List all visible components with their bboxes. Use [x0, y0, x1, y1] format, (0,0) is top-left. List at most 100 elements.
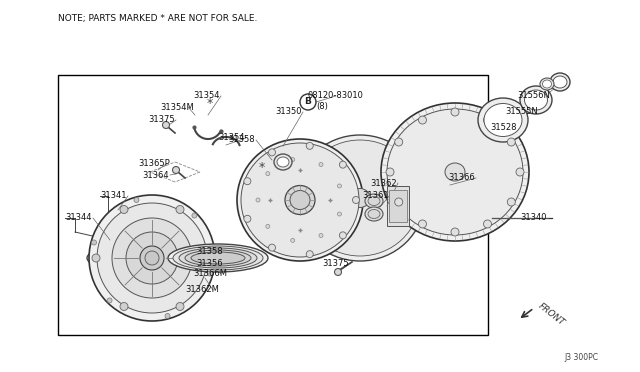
Circle shape [266, 171, 270, 176]
Circle shape [173, 167, 179, 173]
Text: 31366: 31366 [448, 173, 475, 183]
Text: 31556N: 31556N [517, 92, 550, 100]
Text: J3 300PC: J3 300PC [564, 353, 598, 362]
Circle shape [339, 161, 346, 168]
Ellipse shape [484, 103, 522, 137]
Text: 08120-83010: 08120-83010 [308, 92, 364, 100]
Text: 31365P: 31365P [138, 160, 170, 169]
Circle shape [516, 168, 524, 176]
Circle shape [395, 138, 403, 146]
Ellipse shape [365, 194, 383, 208]
Circle shape [291, 238, 294, 243]
Circle shape [306, 251, 313, 258]
Circle shape [508, 138, 515, 146]
Circle shape [419, 116, 426, 124]
Text: 31366M: 31366M [193, 269, 227, 279]
Circle shape [337, 184, 342, 188]
Text: 31340: 31340 [520, 214, 547, 222]
Circle shape [92, 240, 97, 245]
Circle shape [451, 228, 459, 236]
Ellipse shape [365, 207, 383, 221]
Circle shape [291, 158, 294, 161]
Ellipse shape [168, 244, 268, 272]
Ellipse shape [381, 103, 529, 241]
Ellipse shape [179, 248, 257, 268]
Circle shape [419, 220, 426, 228]
Text: 31362: 31362 [370, 179, 397, 187]
Circle shape [508, 198, 515, 206]
Text: 31356: 31356 [196, 259, 223, 267]
Circle shape [92, 254, 100, 262]
Ellipse shape [368, 209, 380, 218]
Text: (8): (8) [316, 103, 328, 112]
Circle shape [300, 94, 316, 110]
Circle shape [306, 142, 313, 149]
FancyBboxPatch shape [387, 186, 409, 226]
Ellipse shape [550, 73, 570, 91]
Bar [58, 75, 488, 335]
Ellipse shape [237, 139, 363, 261]
Ellipse shape [274, 154, 292, 170]
Ellipse shape [185, 250, 251, 266]
Circle shape [165, 314, 170, 318]
Ellipse shape [553, 76, 567, 88]
Text: 31375: 31375 [322, 259, 349, 267]
Circle shape [335, 269, 342, 276]
Circle shape [163, 122, 170, 128]
Circle shape [120, 205, 128, 214]
Text: 31528: 31528 [490, 124, 516, 132]
Circle shape [266, 224, 270, 228]
Circle shape [244, 178, 251, 185]
Ellipse shape [295, 135, 425, 261]
Circle shape [134, 198, 139, 202]
Circle shape [319, 163, 323, 167]
Ellipse shape [368, 196, 380, 205]
Ellipse shape [145, 245, 175, 271]
Text: 31361: 31361 [362, 190, 388, 199]
Circle shape [204, 254, 212, 262]
Ellipse shape [126, 232, 178, 284]
Ellipse shape [290, 190, 310, 209]
Ellipse shape [92, 245, 212, 271]
Ellipse shape [241, 143, 359, 257]
Ellipse shape [87, 243, 217, 273]
Circle shape [337, 212, 342, 216]
Circle shape [120, 302, 128, 311]
Circle shape [269, 244, 275, 251]
Text: 31364: 31364 [142, 170, 168, 180]
Text: 31555N: 31555N [505, 108, 538, 116]
Ellipse shape [540, 78, 554, 90]
Circle shape [395, 198, 403, 206]
Text: 31375: 31375 [148, 115, 175, 125]
Text: B: B [305, 97, 312, 106]
Circle shape [451, 108, 459, 116]
Ellipse shape [97, 203, 207, 313]
Text: 31358: 31358 [196, 247, 223, 257]
Text: 31344: 31344 [65, 214, 92, 222]
Ellipse shape [145, 251, 159, 265]
Ellipse shape [285, 186, 315, 215]
Circle shape [244, 215, 251, 222]
Circle shape [269, 149, 275, 156]
FancyBboxPatch shape [389, 190, 407, 222]
Circle shape [319, 234, 323, 237]
Text: *: * [259, 161, 265, 174]
Ellipse shape [140, 246, 164, 270]
Circle shape [339, 232, 346, 239]
Ellipse shape [112, 218, 192, 298]
Circle shape [192, 213, 197, 218]
Text: 31354: 31354 [193, 92, 220, 100]
Text: 31341: 31341 [100, 192, 127, 201]
Circle shape [207, 271, 212, 276]
Text: 31358: 31358 [228, 135, 255, 144]
Text: 31354: 31354 [218, 134, 244, 142]
Ellipse shape [387, 109, 523, 235]
Ellipse shape [520, 86, 552, 114]
Text: *: * [207, 97, 213, 110]
Ellipse shape [89, 195, 215, 321]
Circle shape [256, 198, 260, 202]
Text: FRONT: FRONT [537, 301, 567, 327]
Text: 31354M: 31354M [160, 103, 194, 112]
Ellipse shape [277, 157, 289, 167]
Ellipse shape [543, 80, 552, 88]
